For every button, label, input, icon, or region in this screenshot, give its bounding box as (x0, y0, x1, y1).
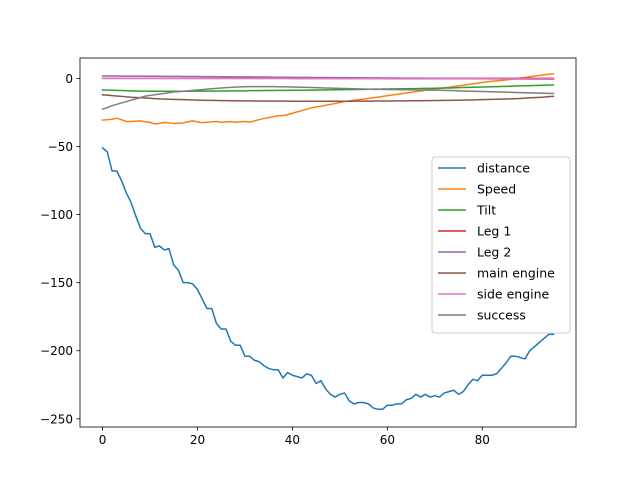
legend-label-success: success (477, 308, 526, 323)
legend-label-leg-1: Leg 1 (477, 224, 511, 239)
x-tick-label: 40 (285, 433, 300, 447)
legend-label-speed: Speed (477, 182, 516, 197)
y-tick-label: −150 (40, 276, 73, 290)
x-tick-label: 80 (475, 433, 490, 447)
legend-label-leg-2: Leg 2 (477, 245, 511, 260)
x-tick-label: 0 (99, 433, 107, 447)
legend: distance Speed Tilt Leg 1 Leg 2 main engine si… (431, 156, 571, 334)
x-tick-label: 60 (380, 433, 395, 447)
axes-layer: 0 20 40 60 80 0 −50 −100 −150 −200 −250 (40, 72, 490, 447)
legend-label-distance: distance (477, 161, 530, 176)
x-tick-label: 20 (190, 433, 205, 447)
plot-frame (79, 57, 577, 428)
legend-box (431, 156, 571, 334)
y-tick-label: −250 (40, 412, 73, 426)
y-tick-label: −50 (48, 140, 73, 154)
y-tick-label: 0 (65, 72, 73, 86)
legend-label-side-engine: side engine (477, 287, 550, 302)
series-line-success (101, 85, 555, 110)
legend-label-tilt: Tilt (476, 203, 496, 218)
series-layer (101, 72, 555, 411)
y-tick-label: −200 (40, 344, 73, 358)
series-line-main-engine (101, 93, 555, 103)
series-line-distance (101, 146, 555, 411)
y-tick-label: −100 (40, 208, 73, 222)
series-line-speed (101, 72, 555, 125)
legend-label-main-engine: main engine (477, 266, 555, 281)
